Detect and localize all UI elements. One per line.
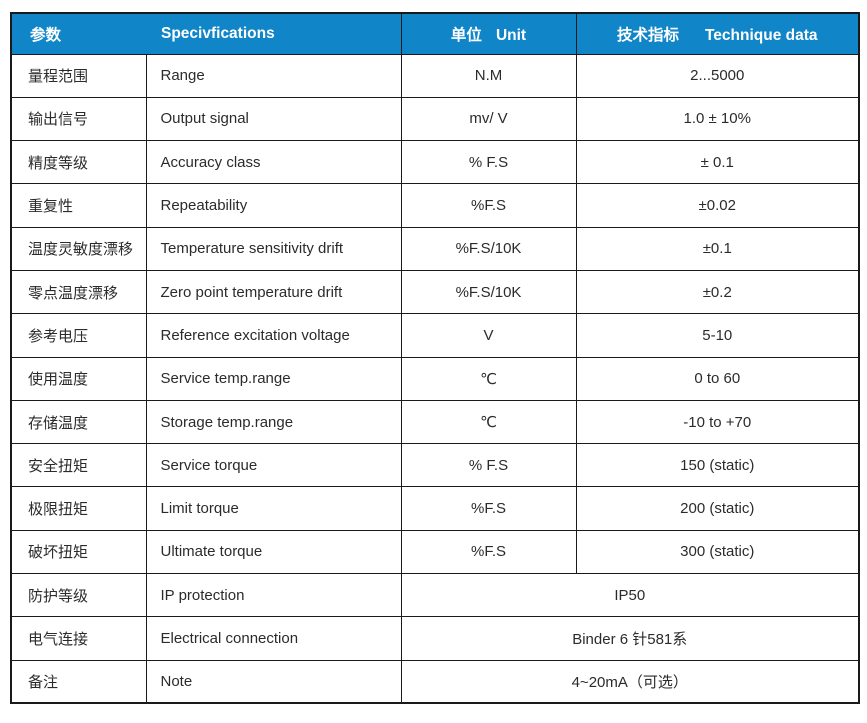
param-zh-cell: 零点温度漂移 [10, 269, 147, 315]
param-en-cell: Temperature sensitivity drift [145, 226, 402, 271]
value-cell: 2...5000 [575, 53, 860, 98]
param-zh-cell: 精度等级 [10, 140, 147, 185]
table-row: 极限扭矩 Limit torque %F.S 200 (static) [10, 486, 860, 531]
unit-cell: ℃ [400, 399, 577, 445]
value-cell: 300 (static) [575, 529, 860, 575]
value-cell-merged: Binder 6 针581系 [400, 616, 860, 661]
header-unit: 单位 Unit [400, 12, 577, 55]
param-en-cell: Ultimate torque [145, 529, 402, 575]
table-row: 精度等级 Accuracy class % F.S ± 0.1 [10, 140, 860, 185]
value-cell: 150 (static) [575, 443, 860, 488]
param-en-cell: Range [145, 53, 402, 98]
param-zh-cell: 重复性 [10, 183, 147, 228]
table-row: 零点温度漂移 Zero point temperature drift %F.S… [10, 269, 860, 315]
param-en-cell: Electrical connection [145, 616, 402, 661]
param-zh-cell: 输出信号 [10, 96, 147, 142]
value-cell-merged: IP50 [400, 573, 860, 618]
table-row: 重复性 Repeatability %F.S ±0.02 [10, 183, 860, 228]
unit-cell: %F.S [400, 183, 577, 228]
table-row: 破坏扭矩 Ultimate torque %F.S 300 (static) [10, 529, 860, 575]
unit-cell: %F.S/10K [400, 269, 577, 315]
param-zh-cell: 破坏扭矩 [10, 529, 147, 575]
unit-cell: V [400, 313, 577, 358]
param-en-cell: Accuracy class [145, 140, 402, 185]
param-zh-cell: 备注 [10, 659, 147, 704]
table-row: 备注 Note 4~20mA（可选） [10, 659, 860, 704]
unit-cell: %F.S [400, 486, 577, 531]
header-value-zh-label: 技术指标 [616, 26, 679, 44]
param-zh-cell: 量程范围 [10, 53, 147, 98]
header-value-en-label: Technique data [704, 26, 818, 44]
value-cell: ±0.02 [575, 183, 860, 228]
param-zh-cell: 温度灵敏度漂移 [10, 226, 147, 271]
param-en-cell: Service temp.range [145, 356, 402, 401]
param-en-cell: Reference excitation voltage [145, 313, 402, 358]
param-zh-cell: 使用温度 [10, 356, 147, 401]
param-zh-cell: 存储温度 [10, 399, 147, 445]
header-unit-en-label: Unit [495, 26, 527, 44]
unit-cell: %F.S [400, 529, 577, 575]
value-cell: ±0.2 [575, 269, 860, 315]
param-en-cell: Service torque [145, 443, 402, 488]
param-en-cell: IP protection [145, 573, 402, 618]
param-zh-cell: 极限扭矩 [10, 486, 147, 531]
table-row: 存储温度 Storage temp.range ℃ -10 to +70 [10, 399, 860, 445]
value-cell: 0 to 60 [575, 356, 860, 401]
unit-cell: % F.S [400, 140, 577, 185]
header-row: 参数 Specivfications 单位 Unit 技术指标 Technique … [10, 12, 860, 55]
table-row: 参考电压 Reference excitation voltage V 5-10 [10, 313, 860, 358]
param-en-cell: Note [145, 659, 402, 704]
value-cell-merged: 4~20mA（可选） [400, 659, 860, 704]
header-param-zh: 参数 [10, 12, 146, 55]
unit-cell: % F.S [400, 443, 577, 488]
param-en-cell: Output signal [145, 96, 402, 142]
header-specifications: Specivfications [145, 12, 402, 55]
spec-table: 参数 Specivfications 单位 Unit 技术指标 Technique … [10, 12, 860, 705]
param-zh-cell: 防护等级 [10, 573, 147, 618]
table-row: 温度灵敏度漂移 Temperature sensitivity drift %F… [10, 226, 860, 271]
unit-cell: N.M [400, 53, 577, 98]
param-en-cell: Storage temp.range [145, 399, 402, 445]
param-zh-cell: 电气连接 [10, 616, 147, 661]
value-cell: ±0.1 [575, 226, 860, 271]
param-zh-cell: 参考电压 [10, 313, 147, 358]
value-cell: ± 0.1 [575, 140, 860, 185]
param-en-cell: Zero point temperature drift [145, 269, 402, 315]
table-row: 安全扭矩 Service torque % F.S 150 (static) [10, 443, 860, 488]
param-en-cell: Limit torque [145, 486, 402, 531]
header-technique-data: 技术指标 Technique data [575, 12, 860, 55]
unit-cell: ℃ [400, 356, 577, 401]
table-row: 使用温度 Service temp.range ℃ 0 to 60 [10, 356, 860, 401]
table-row: 防护等级 IP protection IP50 [10, 573, 860, 618]
table-row: 量程范围 Range N.M 2...5000 [10, 53, 860, 98]
value-cell: 200 (static) [575, 486, 860, 531]
value-cell: 1.0 ± 10% [575, 96, 860, 142]
param-zh-cell: 安全扭矩 [10, 443, 147, 488]
unit-cell: mv/ V [400, 96, 577, 142]
value-cell: -10 to +70 [575, 399, 860, 445]
value-cell: 5-10 [575, 313, 860, 358]
header-unit-zh-label: 单位 [450, 26, 482, 44]
table-row: 电气连接 Electrical connection Binder 6 针581… [10, 616, 860, 661]
param-en-cell: Repeatability [145, 183, 402, 228]
unit-cell: %F.S/10K [400, 226, 577, 271]
table-row: 输出信号 Output signal mv/ V 1.0 ± 10% [10, 96, 860, 142]
